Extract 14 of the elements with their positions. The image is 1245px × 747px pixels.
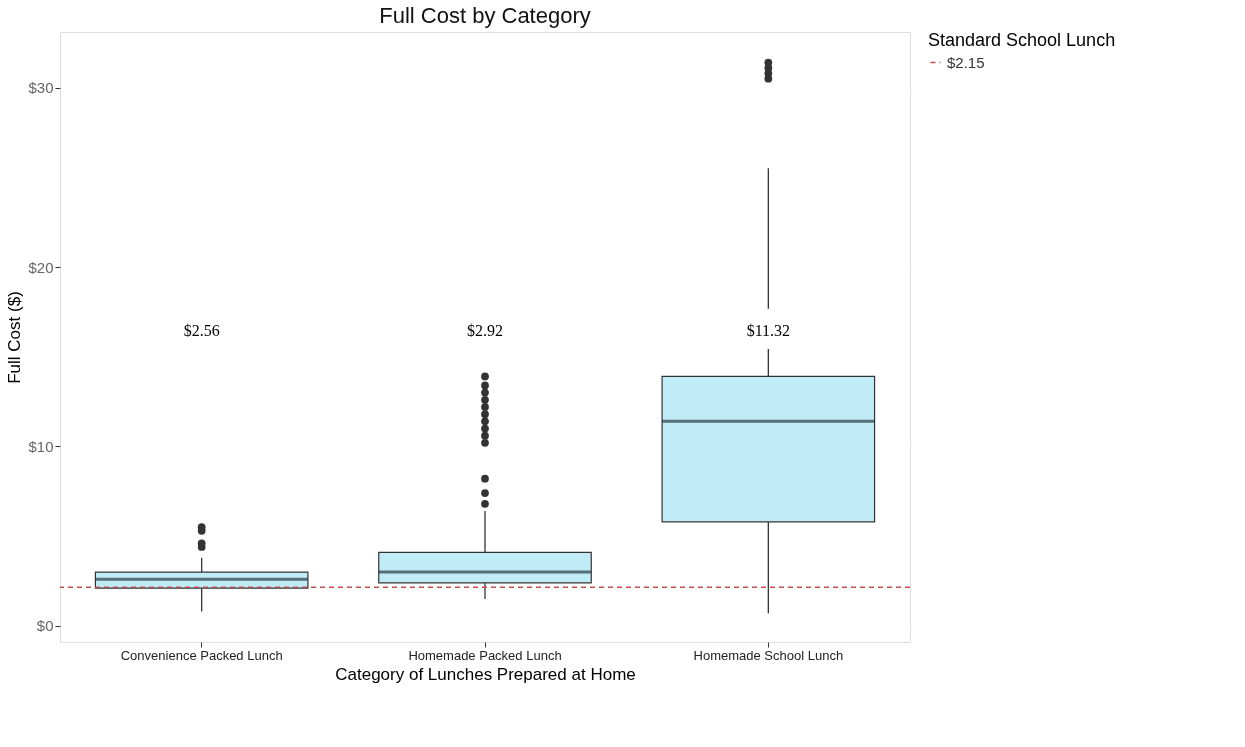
x-axis-title: Category of Lunches Prepared at Home — [335, 664, 636, 684]
legend-title: Standard School Lunch — [928, 30, 1116, 50]
annotation: $2.92 — [467, 321, 503, 339]
x-tick-label: Convenience Packed Lunch — [120, 647, 283, 663]
chart-title: Full Cost by Category — [379, 3, 591, 28]
y-tick-label: $20 — [28, 258, 54, 276]
x-tick-label: Homemade School Lunch — [693, 647, 844, 663]
y-tick-label: $30 — [28, 79, 54, 97]
x-tick-label: Homemade Packed Lunch — [408, 647, 562, 663]
legend-label: $2.15 — [947, 53, 985, 71]
annotation: $2.56 — [183, 321, 220, 339]
y-axis-title: Full Cost ($) — [5, 291, 25, 384]
y-tick-label: $0 — [36, 617, 54, 635]
y-tick-label: $10 — [28, 437, 54, 455]
